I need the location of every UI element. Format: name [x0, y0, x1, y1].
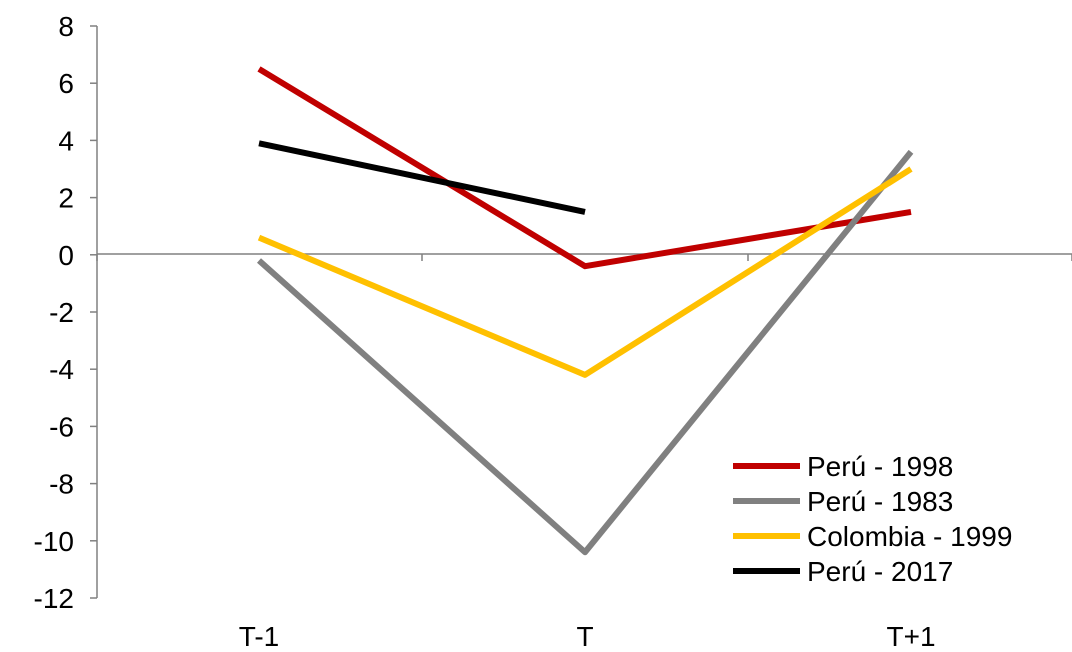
series-line-0: [259, 69, 911, 266]
series-line-3: [259, 143, 585, 212]
legend: Perú - 1998 Perú - 1983 Colombia - 1999 Per…: [733, 451, 1012, 587]
x-tick-labels: T-1 T T+1: [239, 621, 936, 652]
y-tick-label: 6: [58, 68, 74, 99]
legend-label: Colombia - 1999: [807, 521, 1012, 552]
y-tick-label: 4: [58, 125, 74, 156]
y-tick-label: 0: [58, 240, 74, 271]
y-tick-label: -2: [49, 297, 74, 328]
legend-label: Perú - 1983: [807, 486, 953, 517]
y-tick-label: -4: [49, 354, 74, 385]
y-tick-label: -6: [49, 411, 74, 442]
y-tick-label: 2: [58, 183, 74, 214]
y-tick-label: -10: [34, 526, 74, 557]
y-tick-labels: 8 6 4 2 0 -2 -4 -6 -8 -10 -12: [34, 11, 74, 614]
x-tick-label: T+1: [886, 621, 935, 652]
legend-label: Perú - 1998: [807, 451, 953, 482]
y-tick-label: 8: [58, 11, 74, 42]
x-tick-label: T-1: [239, 621, 279, 652]
y-tick-label: -12: [34, 583, 74, 614]
y-tick-label: -8: [49, 469, 74, 500]
x-tick-label: T: [576, 621, 593, 652]
legend-label: Perú - 2017: [807, 556, 953, 587]
